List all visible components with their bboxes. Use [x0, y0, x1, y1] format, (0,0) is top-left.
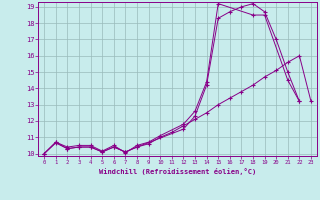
X-axis label: Windchill (Refroidissement éolien,°C): Windchill (Refroidissement éolien,°C)	[99, 168, 256, 175]
